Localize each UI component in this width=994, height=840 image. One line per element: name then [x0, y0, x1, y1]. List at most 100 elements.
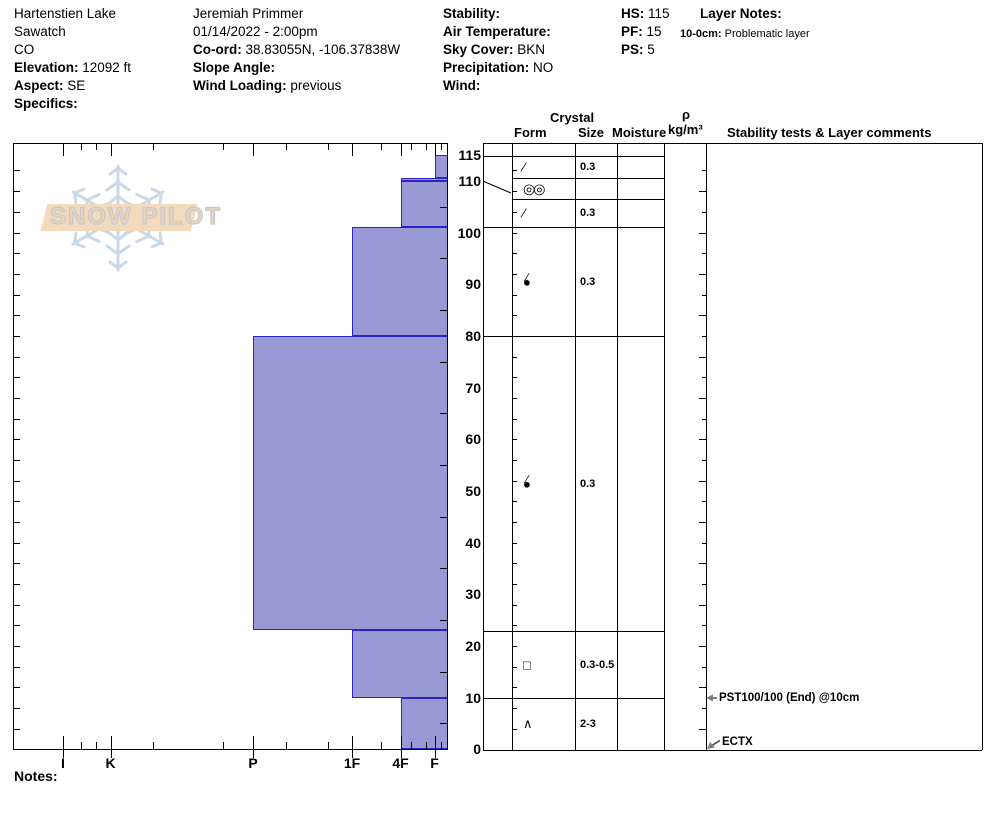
layer-boundary-line — [483, 227, 664, 229]
col-header-comments: Stability tests & Layer comments — [727, 125, 932, 140]
grain-size-value: 0.3 — [580, 161, 596, 174]
depth-minor-tick-left — [14, 439, 20, 441]
hardness-major-tick-bottom — [110, 735, 112, 758]
header-field: PS: 5 — [621, 42, 655, 57]
hardness-axis-label: F — [430, 754, 439, 771]
density-column-tick — [699, 356, 706, 358]
form-column-tick — [512, 335, 517, 337]
layer-notes-title: Layer Notes: — [700, 6, 782, 21]
col-header-size: Size — [578, 125, 605, 140]
density-column-tick — [702, 625, 706, 627]
depth-axis-label: 80 — [465, 327, 481, 344]
grain-size-value: 2-3 — [580, 717, 596, 730]
density-column-tick — [699, 687, 706, 689]
depth-minor-tick-left — [14, 707, 20, 709]
depth-minor-tick-left — [14, 687, 20, 689]
form-column-tick — [512, 728, 517, 730]
hardness-minor-tick-top — [441, 143, 442, 150]
crystal-form-symbol: ● ∕ — [523, 472, 531, 491]
depth-axis-label: 20 — [465, 637, 481, 654]
depth-minor-tick-left — [14, 418, 20, 420]
density-column-tick — [702, 170, 706, 172]
crystal-form-symbol: ∕ — [523, 205, 526, 221]
depth-axis-label: 100 — [457, 224, 481, 241]
depth-minor-tick-left — [14, 666, 20, 668]
depth-minor-tick-right — [440, 361, 447, 363]
grain-size-value: 0.3-0.5 — [580, 658, 615, 671]
depth-minor-tick-left — [14, 645, 20, 647]
form-column-tick — [512, 170, 517, 172]
density-column-tick — [699, 521, 706, 523]
header-field: CO — [14, 42, 35, 57]
thin-layer-row-line — [512, 178, 664, 180]
density-column-tick — [702, 707, 706, 709]
density-column-tick — [699, 397, 706, 399]
form-column-tick — [512, 191, 517, 193]
crystal-form-symbol: □ — [523, 657, 531, 672]
depth-axis-label: 0 — [473, 741, 481, 758]
hardness-bar-layer — [400, 180, 448, 228]
crystal-form-symbol: ● ∕ — [523, 270, 531, 289]
header-field: Sawatch — [14, 24, 66, 39]
header-field: Hartenstien Lake — [14, 6, 117, 21]
table-column-border — [664, 142, 666, 750]
hardness-minor-tick-bottom — [96, 741, 97, 750]
density-column-tick — [699, 191, 706, 193]
depth-axis-label: 70 — [465, 379, 481, 396]
density-column-tick — [702, 542, 706, 544]
depth-axis-label: 90 — [465, 276, 481, 293]
form-column-tick — [512, 253, 517, 255]
hardness-minor-tick-bottom — [441, 741, 442, 750]
stability-test-annotation: PST100/100 (End) @10cm — [719, 692, 860, 704]
density-column-tick — [699, 480, 706, 482]
depth-axis-label: 30 — [465, 586, 481, 603]
table-column-border — [617, 142, 619, 750]
hardness-axis-label: P — [248, 754, 258, 771]
form-column-tick — [512, 666, 517, 668]
table-column-border — [512, 142, 514, 750]
depth-minor-tick-left — [14, 191, 20, 193]
form-column-tick — [512, 211, 517, 213]
hardness-major-tick-top — [352, 143, 354, 156]
layer-boundary-line — [483, 336, 664, 338]
table-top-border — [483, 142, 982, 144]
density-column-tick — [699, 645, 706, 647]
density-column-tick — [699, 315, 706, 317]
hardness-major-tick-bottom — [352, 735, 354, 758]
hardness-axis-label: I — [61, 754, 65, 771]
density-column-tick — [702, 253, 706, 255]
hardness-major-tick-top — [400, 143, 402, 156]
form-column-tick — [512, 294, 517, 296]
form-column-tick — [512, 459, 517, 461]
thin-layer-callout-line — [483, 181, 512, 194]
hardness-axis-label: K — [105, 754, 116, 771]
depth-minor-tick-right — [440, 310, 447, 312]
table-column-border — [575, 142, 577, 750]
header-field: PF: 15 — [621, 24, 662, 39]
density-column-tick — [702, 335, 706, 337]
depth-minor-tick-left — [14, 728, 20, 730]
form-column-tick — [512, 645, 517, 647]
grain-size-value: 0.3 — [580, 477, 596, 490]
form-column-tick — [512, 273, 517, 275]
hardness-minor-tick-top — [223, 143, 224, 150]
form-column-tick — [512, 232, 517, 234]
form-column-tick — [512, 625, 517, 627]
hardness-minor-tick-bottom — [286, 741, 287, 750]
depth-minor-tick-left — [14, 315, 20, 317]
depth-minor-tick-left — [14, 232, 20, 234]
hardness-bar-layer — [352, 630, 448, 698]
layer-boundary-line — [483, 698, 664, 700]
layer-boundary-line — [483, 156, 664, 158]
hardness-major-tick-bottom — [253, 735, 255, 758]
depth-minor-tick-left — [14, 356, 20, 358]
depth-minor-tick-left — [14, 253, 20, 255]
depth-axis-label: 115 — [458, 146, 481, 163]
depth-minor-tick-right — [440, 568, 447, 570]
depth-minor-tick-right — [440, 723, 447, 725]
density-column-tick — [699, 563, 706, 565]
density-column-tick — [702, 666, 706, 668]
density-column-tick — [702, 459, 706, 461]
crystal-form-symbol: ∕ — [523, 159, 526, 175]
